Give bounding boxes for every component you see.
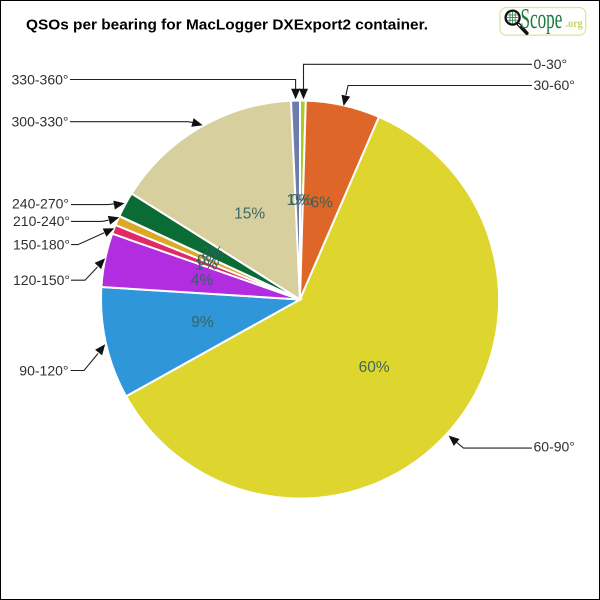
svg-text:QSOs per bearing for MacLogger: QSOs per bearing for MacLogger DXExport2… [26,18,428,34]
svg-text:300-330°: 300-330° [12,113,69,129]
svg-text:90-120°: 90-120° [19,362,68,378]
svg-text:0%: 0% [197,252,220,269]
svg-text:.org: .org [566,18,584,31]
svg-text:30-60°: 30-60° [534,77,575,93]
svg-text:2%: 2% [201,244,224,261]
svg-text:15%: 15% [234,206,265,223]
svg-text:240-270°: 240-270° [12,195,69,211]
svg-text:120-150°: 120-150° [13,272,70,288]
svg-text:0-30°: 0-30° [534,56,568,72]
svg-text:4%: 4% [191,272,214,289]
svg-text:Scope: Scope [521,4,563,36]
svg-text:1%: 1% [286,192,309,209]
svg-text:210-240°: 210-240° [13,213,70,229]
svg-text:9%: 9% [191,314,214,331]
svg-text:330-360°: 330-360° [12,71,69,87]
svg-text:0%: 0% [290,192,313,209]
svg-text:1%: 1% [195,257,218,274]
svg-text:60%: 60% [359,359,390,376]
svg-text:150-180°: 150-180° [13,236,70,252]
svg-text:6%: 6% [310,194,333,211]
svg-text:60-90°: 60-90° [534,439,575,455]
